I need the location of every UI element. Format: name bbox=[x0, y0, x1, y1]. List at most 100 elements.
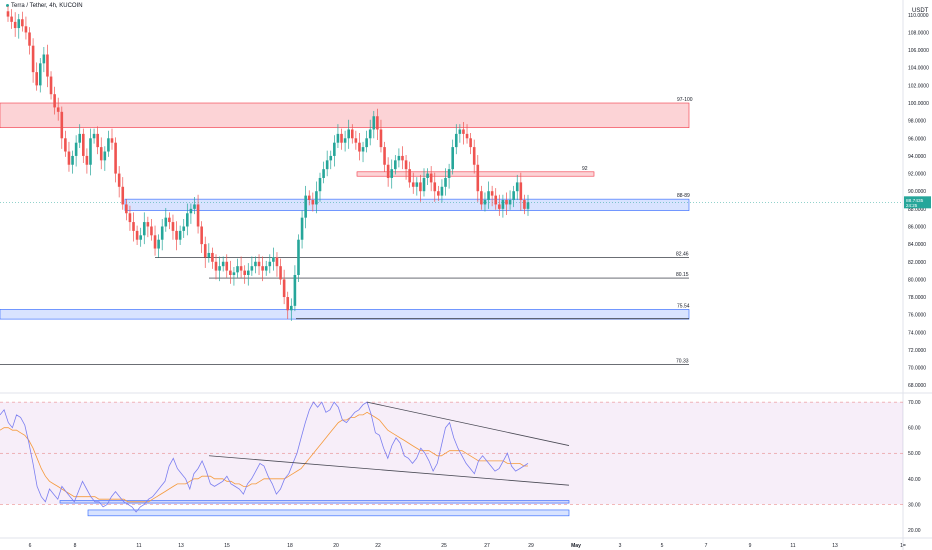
chart-symbol-title: Terra / Tether, 4h, KUCOIN bbox=[6, 3, 83, 9]
rsi-trendline-lower bbox=[208, 455, 570, 486]
zone-88-89 bbox=[124, 198, 690, 211]
rsi-support-zone-2 bbox=[87, 509, 570, 517]
candle-body bbox=[254, 261, 257, 267]
candle-body bbox=[447, 169, 451, 178]
candle-body bbox=[372, 116, 376, 130]
candle-body bbox=[444, 177, 447, 187]
zone-label: 75.54 bbox=[677, 303, 690, 309]
candle-body bbox=[53, 94, 56, 108]
candle-body bbox=[318, 177, 322, 192]
candle-body bbox=[85, 155, 89, 165]
candle-body bbox=[56, 107, 60, 112]
candle-body bbox=[454, 133, 458, 148]
candle-body bbox=[171, 222, 175, 231]
price-tick-label: 76.0000 bbox=[908, 313, 926, 319]
candle-body bbox=[322, 169, 325, 178]
time-tick-label: 22 bbox=[375, 543, 381, 549]
candle-body bbox=[325, 160, 329, 170]
time-tick-label: 6 bbox=[29, 543, 32, 549]
candle-body bbox=[168, 217, 171, 223]
price-tick-label: 110.0000 bbox=[908, 13, 929, 19]
candle-body bbox=[21, 19, 24, 27]
candle-body bbox=[146, 222, 150, 227]
time-tick-label: 7 bbox=[705, 543, 708, 549]
time-tick-label: 15 bbox=[224, 543, 230, 549]
candle-body bbox=[505, 200, 508, 205]
candle-body bbox=[264, 266, 268, 271]
candle-body bbox=[290, 305, 293, 311]
level-label: 80.15 bbox=[676, 272, 689, 278]
candle-body bbox=[315, 191, 318, 205]
candle-body bbox=[214, 261, 218, 271]
rsi-support-zone-1 bbox=[59, 500, 570, 504]
candle-body bbox=[304, 195, 307, 218]
candle-body bbox=[221, 261, 225, 267]
candle-body bbox=[376, 116, 379, 130]
candle-body bbox=[125, 204, 128, 214]
zone-label: 97-100 bbox=[677, 97, 693, 103]
candle-body bbox=[390, 169, 394, 178]
candle-body bbox=[272, 257, 275, 262]
candle-body bbox=[153, 235, 157, 249]
rsi-tick-label: 40.00 bbox=[908, 477, 921, 483]
candle-body bbox=[203, 244, 207, 258]
candle-body bbox=[24, 26, 28, 33]
price-tick-label: 100.0000 bbox=[908, 101, 929, 107]
candle-body bbox=[64, 138, 67, 152]
candle-body bbox=[512, 191, 515, 201]
price-tick-label: 102.0000 bbox=[908, 83, 929, 89]
price-tick-label: 82.0000 bbox=[908, 260, 926, 266]
price-tick-label: 106.0000 bbox=[908, 48, 929, 54]
candle-body bbox=[462, 129, 465, 134]
candle-body bbox=[329, 155, 333, 161]
candle-body bbox=[358, 142, 361, 152]
currency-label: USDT bbox=[912, 8, 929, 14]
price-tick-label: 108.0000 bbox=[908, 30, 929, 36]
candle-body bbox=[404, 160, 408, 170]
price-tick-label: 68.0000 bbox=[908, 383, 926, 389]
candle-body bbox=[501, 200, 505, 209]
candle-body bbox=[333, 142, 336, 156]
candle-body bbox=[200, 226, 203, 245]
price-tick-label: 98.0000 bbox=[908, 119, 926, 125]
candle-body bbox=[246, 270, 250, 275]
candle-body bbox=[383, 147, 386, 165]
candle-body bbox=[38, 63, 42, 86]
candle-body bbox=[386, 164, 390, 178]
candle-body bbox=[279, 266, 282, 280]
candle-body bbox=[67, 151, 71, 165]
candle-body bbox=[92, 133, 96, 139]
candle-body bbox=[117, 173, 121, 187]
level-label: 82.46 bbox=[676, 252, 689, 258]
candle-body bbox=[361, 147, 365, 152]
price-tick-label: 94.0000 bbox=[908, 154, 926, 160]
candle-body bbox=[71, 155, 74, 165]
candle-body bbox=[365, 138, 368, 148]
candle-body bbox=[160, 226, 164, 240]
candle-body bbox=[239, 266, 243, 271]
candle-body bbox=[157, 239, 160, 249]
time-tick-label: 13 bbox=[178, 543, 184, 549]
candle-body bbox=[429, 173, 433, 183]
candle-body bbox=[28, 32, 31, 46]
market-status-icon bbox=[6, 3, 9, 7]
last-price-value: 88.7435 bbox=[906, 198, 924, 204]
candle-body bbox=[487, 191, 490, 201]
time-tick-label: 11 bbox=[790, 543, 795, 549]
candle-body bbox=[519, 182, 523, 201]
candle-body bbox=[49, 76, 53, 95]
candle-body bbox=[99, 147, 103, 161]
candle-body bbox=[114, 142, 117, 174]
candle-body bbox=[193, 204, 196, 209]
candle-body bbox=[415, 182, 419, 187]
candle-body bbox=[458, 129, 462, 134]
candle-body bbox=[268, 261, 272, 267]
candle-body bbox=[297, 239, 300, 275]
candle-body bbox=[31, 45, 35, 73]
candle-body bbox=[164, 217, 168, 227]
candle-body bbox=[394, 160, 397, 170]
rsi-trendline-upper bbox=[366, 401, 570, 446]
candle-body bbox=[261, 266, 264, 271]
time-tick-label: 3 bbox=[619, 543, 622, 549]
